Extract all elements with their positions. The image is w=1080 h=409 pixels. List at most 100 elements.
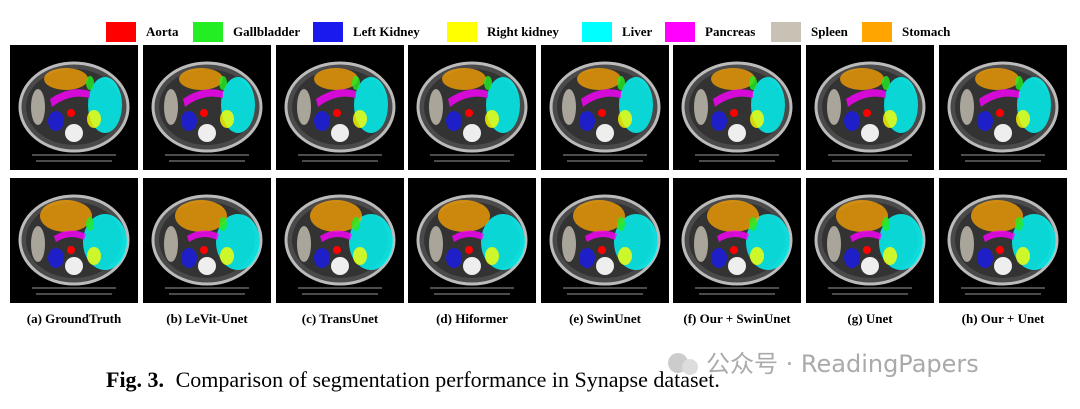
ct-slice: [10, 178, 138, 303]
right-kidney: [220, 247, 234, 265]
legend-label: Right kidney: [487, 24, 559, 39]
pancreas: [316, 89, 356, 107]
legend-swatch: [313, 22, 343, 42]
stomach: [438, 200, 490, 232]
pancreas: [50, 89, 90, 107]
legend-label: Spleen: [811, 24, 849, 39]
panel-caption: (d) Hiformer: [436, 311, 508, 326]
ct-slice: [806, 178, 934, 303]
legend: Aorta Gallbladder Left Kidney Right kidney L…: [106, 22, 951, 42]
stomach: [44, 68, 88, 90]
table-line: [961, 154, 1045, 162]
stomach: [707, 200, 759, 232]
gallbladder: [617, 217, 625, 231]
legend-label: Left Kidney: [353, 24, 420, 39]
table-line: [695, 287, 779, 295]
gallbladder: [749, 76, 757, 90]
table-line: [298, 287, 382, 295]
panel-caption: (b) LeVit-Unet: [166, 311, 248, 326]
watermark-icon: [682, 359, 698, 375]
right-kidney: [1016, 247, 1030, 265]
stomach: [577, 68, 621, 90]
gallbladder: [219, 76, 227, 90]
panel-caption: (e) SwinUnet: [569, 311, 642, 326]
panel-caption: (h) Our + Unet: [962, 311, 1045, 326]
right-kidney: [883, 247, 897, 265]
right-kidney: [353, 247, 367, 265]
spleen: [429, 226, 443, 262]
stomach: [975, 68, 1019, 90]
left-kidney: [446, 248, 462, 268]
right-kidney: [87, 247, 101, 265]
left-kidney: [48, 111, 64, 131]
spine: [994, 124, 1012, 142]
table-line: [32, 154, 116, 162]
stomach: [40, 200, 92, 232]
left-kidney: [181, 111, 197, 131]
watermark: 公众号 · ReadingPapers: [668, 350, 979, 378]
right-kidney: [750, 110, 764, 128]
aorta: [333, 246, 341, 254]
right-kidney: [353, 110, 367, 128]
spine: [65, 124, 83, 142]
spleen: [562, 226, 576, 262]
ct-slice: [408, 45, 536, 170]
pancreas: [448, 89, 488, 107]
spine: [331, 124, 349, 142]
spine: [198, 124, 216, 142]
gallbladder: [1015, 217, 1023, 231]
pancreas: [585, 230, 617, 242]
spine: [728, 124, 746, 142]
spleen: [164, 89, 178, 125]
pancreas: [983, 230, 1015, 242]
spine: [463, 257, 481, 275]
pancreas: [717, 230, 749, 242]
left-kidney: [711, 111, 727, 131]
spine: [861, 124, 879, 142]
table-line: [961, 287, 1045, 295]
aorta: [67, 109, 75, 117]
left-kidney: [314, 111, 330, 131]
left-kidney: [844, 248, 860, 268]
pancreas: [581, 89, 621, 107]
ct-slice: [541, 45, 669, 170]
ct-slice: [673, 178, 801, 303]
table-line: [563, 287, 647, 295]
ct-slice: [10, 45, 138, 170]
ct-slice: [276, 178, 404, 303]
stomach: [573, 200, 625, 232]
legend-swatch: [447, 22, 477, 42]
ct-slice: [806, 45, 934, 170]
table-line: [298, 154, 382, 162]
right-kidney: [1016, 110, 1030, 128]
spleen: [31, 89, 45, 125]
panel-caption: (a) GroundTruth: [27, 311, 122, 326]
table-line: [695, 154, 779, 162]
table-line: [828, 287, 912, 295]
gallbladder: [882, 76, 890, 90]
left-kidney: [181, 248, 197, 268]
stomach: [179, 68, 223, 90]
left-kidney: [314, 248, 330, 268]
right-kidney: [618, 110, 632, 128]
right-kidney: [485, 247, 499, 265]
table-line: [165, 287, 249, 295]
spine: [463, 124, 481, 142]
pancreas: [452, 230, 484, 242]
spine: [331, 257, 349, 275]
spine: [198, 257, 216, 275]
legend-label: Stomach: [902, 24, 951, 39]
spleen: [827, 226, 841, 262]
gallbladder: [352, 76, 360, 90]
gallbladder: [1015, 76, 1023, 90]
legend-swatch: [665, 22, 695, 42]
left-kidney: [446, 111, 462, 131]
gallbladder: [749, 217, 757, 231]
spine: [728, 257, 746, 275]
ct-slice: [939, 45, 1067, 170]
spleen: [297, 226, 311, 262]
panel-caption: (g) Unet: [847, 311, 893, 326]
pancreas: [183, 89, 223, 107]
aorta: [200, 246, 208, 254]
